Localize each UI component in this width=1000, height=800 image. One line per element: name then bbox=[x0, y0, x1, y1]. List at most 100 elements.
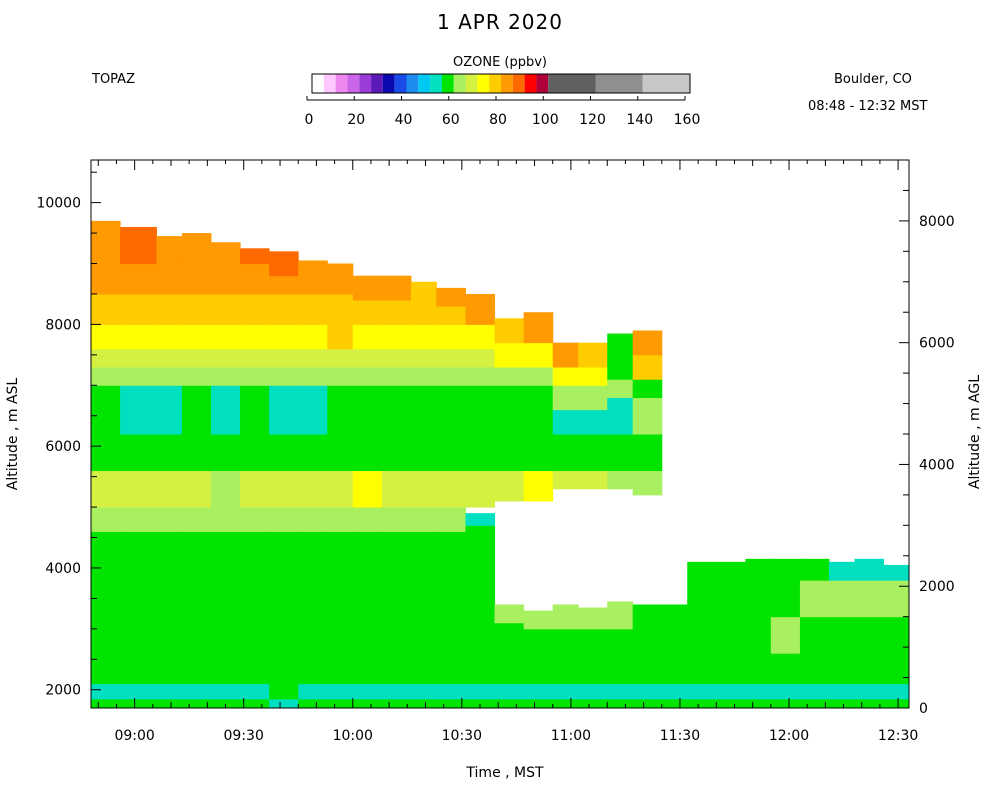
y-left-tick-label: 4000 bbox=[45, 561, 81, 577]
ozone-cell bbox=[578, 653, 608, 685]
ozone-cell bbox=[181, 434, 212, 472]
ozone-cell bbox=[269, 275, 299, 295]
ozone-cell bbox=[327, 507, 354, 532]
ozone-cell bbox=[465, 513, 496, 526]
x-axis-label: Time , MST bbox=[465, 765, 544, 781]
ozone-cell bbox=[91, 348, 121, 368]
ozone-cell bbox=[156, 653, 183, 685]
ozone-cell bbox=[436, 698, 466, 709]
ozone-cell bbox=[240, 293, 270, 325]
y-right-tick-label: 2000 bbox=[919, 579, 955, 595]
ozone-cell bbox=[552, 434, 579, 472]
ozone-cell bbox=[91, 698, 121, 709]
ozone-cell bbox=[210, 507, 241, 532]
ozone-cell bbox=[91, 263, 121, 295]
ozone-cell bbox=[436, 616, 466, 654]
ozone-cell bbox=[91, 531, 121, 618]
ozone-cell bbox=[156, 683, 183, 700]
colorbar-tick-label: 60 bbox=[442, 112, 460, 128]
ozone-cell bbox=[156, 434, 183, 472]
ozone-cell bbox=[352, 324, 383, 350]
ozone-cell bbox=[745, 558, 772, 618]
ozone-cell bbox=[156, 293, 183, 325]
ozone-cell bbox=[210, 616, 241, 654]
ozone-cell bbox=[523, 385, 554, 435]
colorbar-frame bbox=[311, 73, 691, 94]
ozone-cell bbox=[120, 653, 157, 685]
ozone-cell bbox=[854, 558, 885, 581]
colorbar-tick-label: 100 bbox=[532, 112, 559, 128]
ozone-cell bbox=[552, 628, 579, 654]
ozone-cell bbox=[436, 324, 466, 350]
ozone-cell bbox=[607, 628, 634, 654]
ozone-cell bbox=[523, 367, 554, 386]
ozone-cell bbox=[240, 616, 270, 654]
ozone-cell bbox=[436, 507, 466, 532]
ozone-cell bbox=[552, 409, 579, 435]
ozone-cell bbox=[210, 531, 241, 618]
ozone-cell bbox=[552, 653, 579, 685]
ozone-cell bbox=[156, 385, 183, 435]
ozone-cell bbox=[799, 683, 830, 700]
x-tick-label: 09:30 bbox=[224, 728, 264, 744]
ozone-cell bbox=[578, 342, 608, 368]
ozone-cell bbox=[156, 348, 183, 368]
ozone-cell bbox=[156, 324, 183, 350]
ozone-cell bbox=[240, 263, 270, 295]
colorbar-swatch bbox=[512, 74, 525, 93]
ozone-cell bbox=[240, 470, 270, 508]
ozone-cell bbox=[436, 434, 466, 472]
ozone-cell bbox=[210, 348, 241, 368]
ozone-cell bbox=[436, 683, 466, 700]
ozone-cell bbox=[120, 470, 157, 508]
ozone-cell bbox=[269, 367, 299, 386]
ozone-cell bbox=[298, 367, 328, 386]
ozone-cell bbox=[716, 653, 746, 685]
ozone-cell bbox=[410, 300, 437, 325]
ozone-cell bbox=[465, 470, 496, 508]
ozone-cell bbox=[181, 698, 212, 709]
ozone-cell bbox=[269, 616, 299, 654]
ozone-cell bbox=[327, 263, 354, 295]
ozone-cell bbox=[578, 385, 608, 411]
ozone-cell bbox=[716, 683, 746, 700]
ozone-cell bbox=[552, 683, 579, 700]
ozone-cell bbox=[770, 698, 801, 709]
ozone-cell bbox=[91, 507, 121, 532]
ozone-cell bbox=[240, 507, 270, 532]
ozone-cell bbox=[578, 683, 608, 700]
ozone-cell bbox=[410, 683, 437, 700]
ozone-cell bbox=[120, 367, 157, 386]
ozone-cell bbox=[829, 698, 855, 709]
ozone-cell bbox=[181, 616, 212, 654]
colorbar-swatch bbox=[524, 74, 537, 93]
ozone-cell bbox=[632, 434, 663, 472]
ozone-cell bbox=[240, 434, 270, 472]
ozone-cell bbox=[327, 385, 354, 435]
colorbar-swatch bbox=[430, 74, 442, 93]
ozone-cell bbox=[494, 683, 525, 700]
ozone-cell bbox=[240, 683, 270, 700]
ozone-cell bbox=[91, 220, 121, 265]
ozone-cell bbox=[352, 507, 383, 532]
ozone-cell bbox=[210, 324, 241, 350]
x-tick-label: 11:00 bbox=[551, 728, 591, 744]
colorbar-swatch bbox=[347, 74, 360, 93]
ozone-cell bbox=[436, 306, 466, 325]
ozone-cell bbox=[523, 653, 554, 685]
ozone-cell bbox=[465, 324, 496, 350]
ozone-cell bbox=[327, 293, 354, 325]
y-right-tick-label: 4000 bbox=[919, 457, 955, 473]
x-tick-label: 11:30 bbox=[660, 728, 700, 744]
ozone-cell bbox=[494, 318, 525, 344]
ozone-cell bbox=[327, 683, 354, 700]
ozone-cell bbox=[156, 616, 183, 654]
ozone-cell bbox=[298, 531, 328, 618]
ozone-cell bbox=[381, 507, 412, 532]
x-tick-label: 12:00 bbox=[769, 728, 809, 744]
ozone-cell bbox=[494, 470, 525, 502]
ozone-cell bbox=[120, 293, 157, 325]
ozone-cell bbox=[829, 561, 855, 581]
ozone-cell bbox=[410, 616, 437, 654]
